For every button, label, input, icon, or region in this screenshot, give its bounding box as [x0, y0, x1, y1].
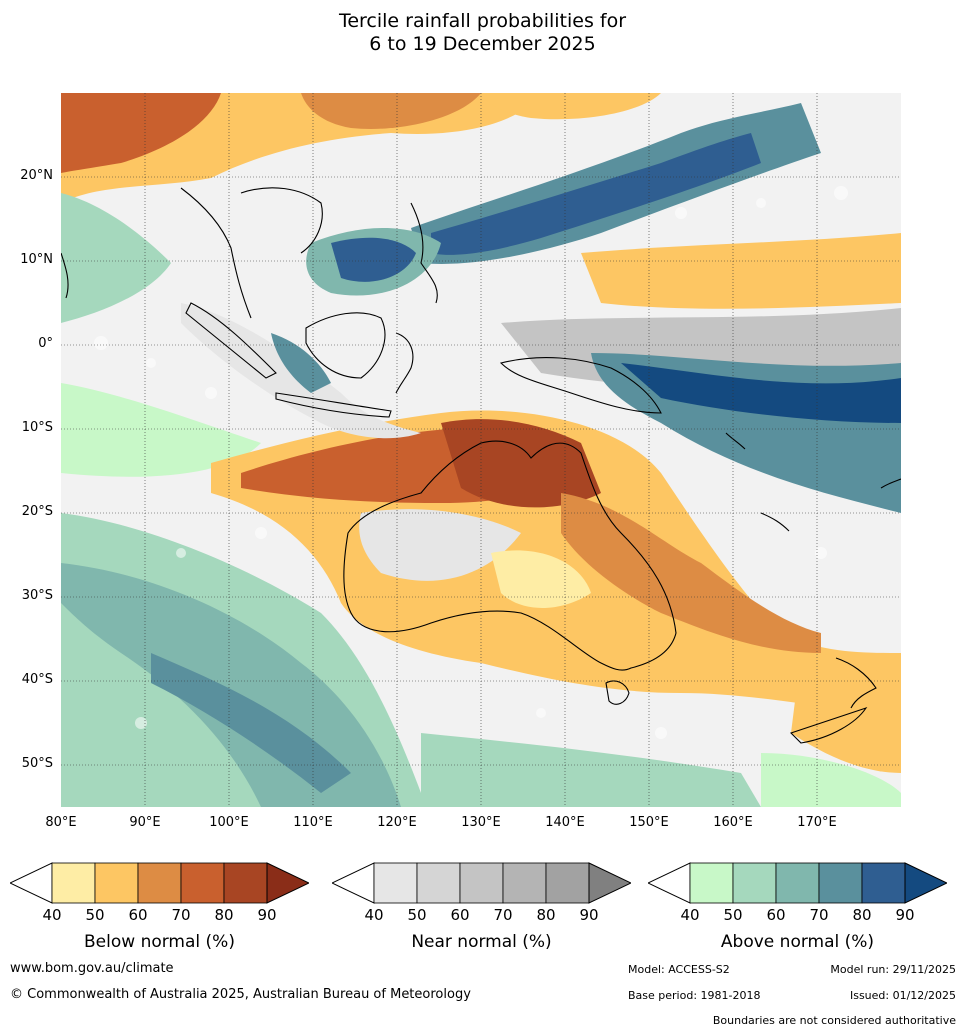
colorbar-near-tick: 50: [407, 906, 427, 924]
lon-label-100e: 100°E: [209, 815, 249, 830]
colorbar-above: [648, 862, 947, 904]
lat-label-10n: 10°N: [20, 252, 53, 267]
lat-label-20n: 20°N: [20, 168, 53, 183]
lat-label-50s: 50°S: [21, 756, 53, 771]
lon-label-160e: 160°E: [713, 815, 753, 830]
lon-label-130e: 130°E: [461, 815, 501, 830]
colorbar-below-tick: 70: [171, 906, 191, 924]
colorbar-below-tick: 90: [257, 906, 277, 924]
title-line-1: Tercile rainfall probabilities for: [338, 10, 627, 32]
lat-label-30s: 30°S: [21, 588, 53, 603]
map-svg: [61, 93, 901, 807]
lon-label-150e: 150°E: [629, 815, 669, 830]
model-run: Model run: 29/11/2025: [830, 963, 956, 976]
lon-label-90e: 90°E: [129, 815, 161, 830]
title-line-2: 6 to 19 December 2025: [369, 33, 596, 55]
colorbar-near-tick: 80: [536, 906, 556, 924]
colorbar-near-tick: 60: [450, 906, 470, 924]
colorbar-above-tick: 90: [895, 906, 915, 924]
colorbar-below-tick: 80: [214, 906, 234, 924]
colorbar-near-tick: 90: [579, 906, 599, 924]
colorbar-near: [332, 862, 631, 904]
colorbar-near-tick: 40: [364, 906, 384, 924]
forecast-map: [61, 93, 901, 807]
lon-label-170e: 170°E: [797, 815, 837, 830]
colorbar-below-tick: 60: [128, 906, 148, 924]
colorbar-above-tick: 60: [766, 906, 786, 924]
colorbar-below-title: Below normal (%): [84, 932, 235, 952]
lon-label-80e: 80°E: [45, 815, 77, 830]
lat-label-10s: 10°S: [21, 420, 53, 435]
colorbar-above-title: Above normal (%): [720, 932, 875, 952]
colorbar-above-tick: 80: [852, 906, 872, 924]
lon-label-120e: 120°E: [377, 815, 417, 830]
lat-label-20s: 20°S: [21, 504, 53, 519]
lat-label-40s: 40°S: [21, 672, 53, 687]
base-period: Base period: 1981-2018: [628, 989, 761, 1002]
copyright: © Commonwealth of Australia 2025, Austra…: [10, 987, 471, 1002]
colorbar-below-tick: 50: [85, 906, 105, 924]
chart-title: Tercile rainfall probabilities for 6 to …: [0, 10, 965, 56]
model-name: Model: ACCESS-S2: [628, 963, 730, 976]
colorbar-above-tick: 70: [809, 906, 829, 924]
colorbar-above-tick: 40: [680, 906, 700, 924]
colorbar-below-tick: 40: [42, 906, 62, 924]
colorbar-above-tick: 50: [723, 906, 743, 924]
colorbar-near-title: Near normal (%): [411, 932, 552, 952]
colorbar-near-tick: 70: [493, 906, 513, 924]
lon-label-140e: 140°E: [545, 815, 585, 830]
lat-label-0: 0°: [38, 336, 53, 351]
colorbar-below: [10, 862, 309, 904]
website-link[interactable]: www.bom.gov.au/climate: [10, 961, 174, 976]
boundary-disclaimer: Boundaries are not considered authoritat…: [712, 1014, 956, 1027]
lon-label-110e: 110°E: [293, 815, 333, 830]
issued-date: Issued: 01/12/2025: [849, 989, 956, 1002]
